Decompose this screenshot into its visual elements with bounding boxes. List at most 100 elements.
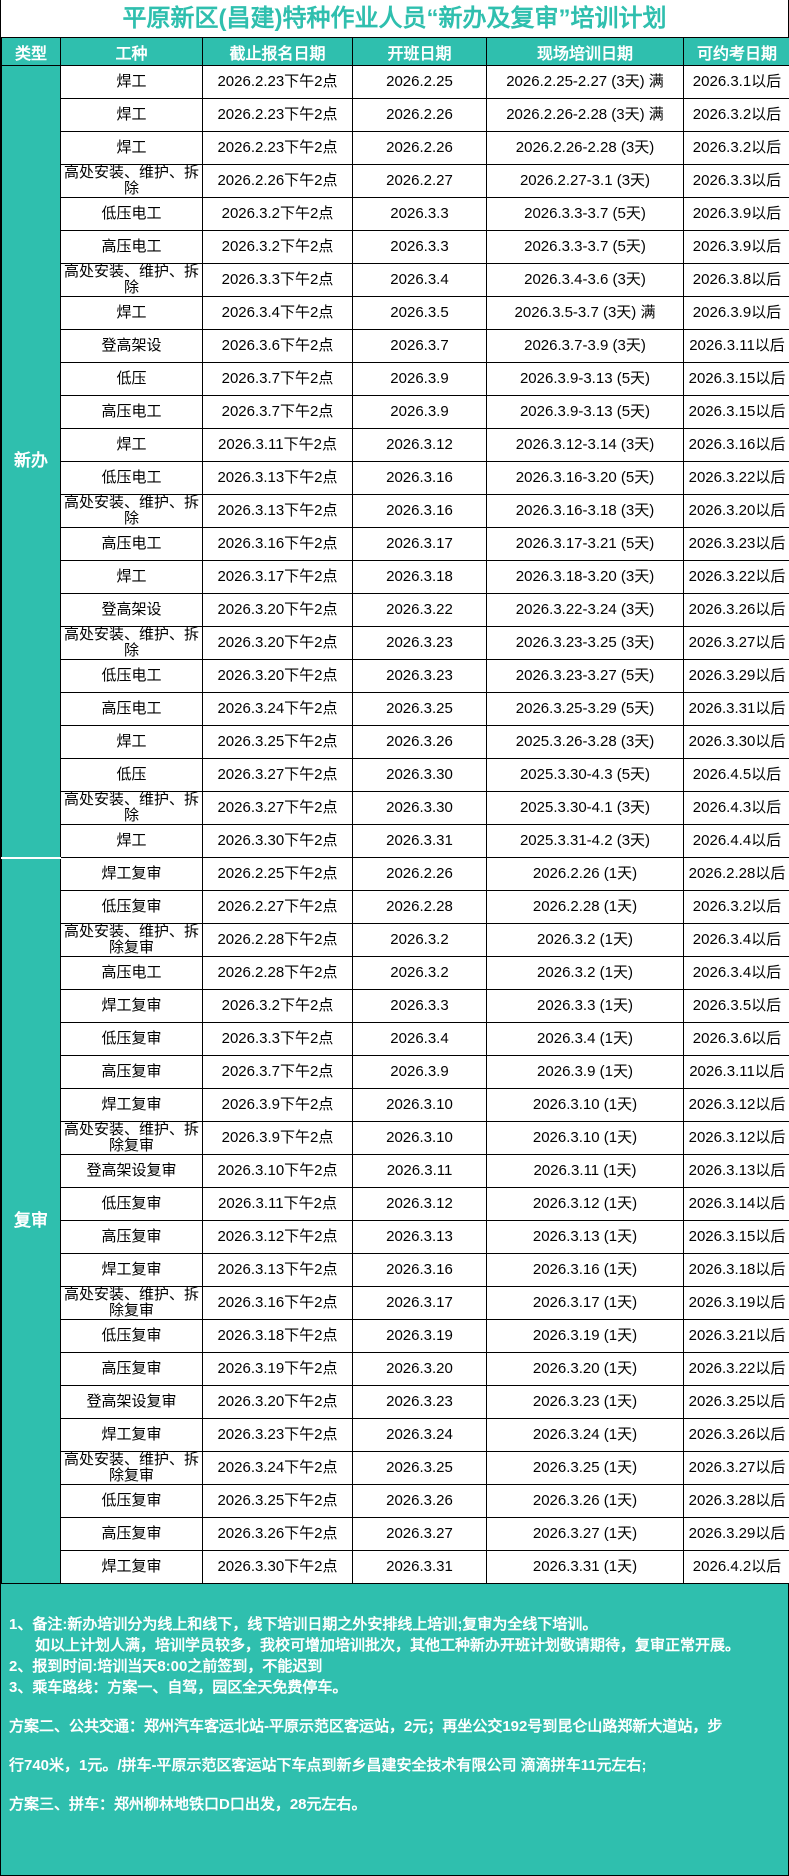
registration-deadline-cell: 2026.3.2下午2点 <box>203 198 353 231</box>
exam-date-cell: 2026.3.20以后 <box>684 495 789 528</box>
class-start-date-cell: 2026.2.26 <box>353 99 487 132</box>
registration-deadline-cell: 2026.3.9下午2点 <box>203 1122 353 1155</box>
exam-date-cell: 2026.3.29以后 <box>684 660 789 693</box>
exam-date-cell: 2026.3.22以后 <box>684 462 789 495</box>
class-start-date-cell: 2026.2.26 <box>353 132 487 165</box>
job-type-cell: 高压电工 <box>61 957 203 990</box>
training-dates-cell: 2026.2.28 (1天) <box>487 891 684 924</box>
exam-date-cell: 2026.3.1以后 <box>684 66 789 99</box>
registration-deadline-cell: 2026.3.23下午2点 <box>203 1419 353 1452</box>
registration-deadline-cell: 2026.3.30下午2点 <box>203 1551 353 1584</box>
page-title: 平原新区(昌建)特种作业人员“新办及复审”培训计划 <box>1 0 788 37</box>
exam-date-cell: 2026.3.26以后 <box>684 1419 789 1452</box>
exam-date-cell: 2026.3.9以后 <box>684 198 789 231</box>
training-dates-cell: 2026.3.10 (1天) <box>487 1122 684 1155</box>
exam-date-cell: 2026.3.31以后 <box>684 693 789 726</box>
exam-date-cell: 2026.3.12以后 <box>684 1089 789 1122</box>
training-dates-cell: 2026.3.16-3.20 (5天) <box>487 462 684 495</box>
job-type-cell: 低压复审 <box>61 1023 203 1056</box>
training-dates-cell: 2026.2.25-2.27 (3天) 满 <box>487 66 684 99</box>
job-type-cell: 焊工 <box>61 99 203 132</box>
class-start-date-cell: 2026.3.19 <box>353 1320 487 1353</box>
class-start-date-cell: 2026.3.16 <box>353 495 487 528</box>
class-start-date-cell: 2026.3.25 <box>353 1452 487 1485</box>
note-line: 方案三、拼车：郑州柳林地铁口D口出发，28元左右。 <box>9 1794 782 1815</box>
exam-date-cell: 2026.3.18以后 <box>684 1254 789 1287</box>
registration-deadline-cell: 2026.3.25下午2点 <box>203 726 353 759</box>
exam-date-cell: 2026.3.16以后 <box>684 429 789 462</box>
registration-deadline-cell: 2026.2.28下午2点 <box>203 957 353 990</box>
job-type-cell: 焊工 <box>61 297 203 330</box>
exam-date-cell: 2026.3.3以后 <box>684 165 789 198</box>
registration-deadline-cell: 2026.3.27下午2点 <box>203 759 353 792</box>
job-type-cell: 焊工 <box>61 132 203 165</box>
class-start-date-cell: 2026.3.3 <box>353 990 487 1023</box>
job-type-cell: 登高架设 <box>61 594 203 627</box>
registration-deadline-cell: 2026.2.27下午2点 <box>203 891 353 924</box>
column-header: 开班日期 <box>353 38 487 66</box>
training-dates-cell: 2026.3.4-3.6 (3天) <box>487 264 684 297</box>
exam-date-cell: 2026.3.23以后 <box>684 528 789 561</box>
training-dates-cell: 2026.3.20 (1天) <box>487 1353 684 1386</box>
exam-date-cell: 2026.3.19以后 <box>684 1287 789 1320</box>
exam-date-cell: 2026.3.21以后 <box>684 1320 789 1353</box>
training-dates-cell: 2026.3.23-3.25 (3天) <box>487 627 684 660</box>
job-type-cell: 高压电工 <box>61 396 203 429</box>
registration-deadline-cell: 2026.3.9下午2点 <box>203 1089 353 1122</box>
exam-date-cell: 2026.3.6以后 <box>684 1023 789 1056</box>
exam-date-cell: 2026.3.11以后 <box>684 330 789 363</box>
registration-deadline-cell: 2026.2.23下午2点 <box>203 66 353 99</box>
exam-date-cell: 2026.3.2以后 <box>684 891 789 924</box>
notes-footer: 1、备注:新办培训分为线上和线下，线下培训日期之外安排线上培训;复审为全线下培训… <box>1 1584 788 1875</box>
exam-date-cell: 2026.3.15以后 <box>684 1221 789 1254</box>
job-type-cell: 高压电工 <box>61 528 203 561</box>
table-header-row: 类型工种截止报名日期开班日期现场培训日期可约考日期 <box>2 38 789 66</box>
exam-date-cell: 2026.3.14以后 <box>684 1188 789 1221</box>
registration-deadline-cell: 2026.3.30下午2点 <box>203 825 353 858</box>
class-start-date-cell: 2026.3.30 <box>353 792 487 825</box>
registration-deadline-cell: 2026.3.11下午2点 <box>203 1188 353 1221</box>
class-start-date-cell: 2026.3.10 <box>353 1089 487 1122</box>
training-dates-cell: 2026.3.31 (1天) <box>487 1551 684 1584</box>
training-dates-cell: 2026.3.18-3.20 (3天) <box>487 561 684 594</box>
class-start-date-cell: 2026.3.17 <box>353 528 487 561</box>
exam-date-cell: 2026.3.27以后 <box>684 1452 789 1485</box>
note-line: 如以上计划人满，培训学员较多，我校可增加培训批次，其他工种新办开班计划敬请期待，… <box>9 1635 782 1656</box>
job-type-cell: 登高架设 <box>61 330 203 363</box>
exam-date-cell: 2026.3.15以后 <box>684 363 789 396</box>
training-dates-cell: 2026.3.2 (1天) <box>487 924 684 957</box>
column-header: 现场培训日期 <box>487 38 684 66</box>
job-type-cell: 高压电工 <box>61 693 203 726</box>
registration-deadline-cell: 2026.3.2下午2点 <box>203 990 353 1023</box>
registration-deadline-cell: 2026.3.17下午2点 <box>203 561 353 594</box>
class-start-date-cell: 2026.3.12 <box>353 1188 487 1221</box>
training-dates-cell: 2026.3.25-3.29 (5天) <box>487 693 684 726</box>
class-start-date-cell: 2026.3.4 <box>353 264 487 297</box>
registration-deadline-cell: 2026.3.13下午2点 <box>203 495 353 528</box>
registration-deadline-cell: 2026.3.3下午2点 <box>203 1023 353 1056</box>
job-type-cell: 高处安装、维护、拆除复审 <box>61 1287 203 1320</box>
job-type-cell: 高处安装、维护、拆除复审 <box>61 924 203 957</box>
class-start-date-cell: 2026.3.27 <box>353 1518 487 1551</box>
training-dates-cell: 2026.3.13 (1天) <box>487 1221 684 1254</box>
registration-deadline-cell: 2026.3.12下午2点 <box>203 1221 353 1254</box>
job-type-cell: 高压复审 <box>61 1056 203 1089</box>
column-header: 截止报名日期 <box>203 38 353 66</box>
job-type-cell: 焊工 <box>61 429 203 462</box>
job-type-cell: 焊工 <box>61 825 203 858</box>
training-dates-cell: 2026.3.7-3.9 (3天) <box>487 330 684 363</box>
training-dates-cell: 2026.3.9 (1天) <box>487 1056 684 1089</box>
registration-deadline-cell: 2026.3.16下午2点 <box>203 528 353 561</box>
